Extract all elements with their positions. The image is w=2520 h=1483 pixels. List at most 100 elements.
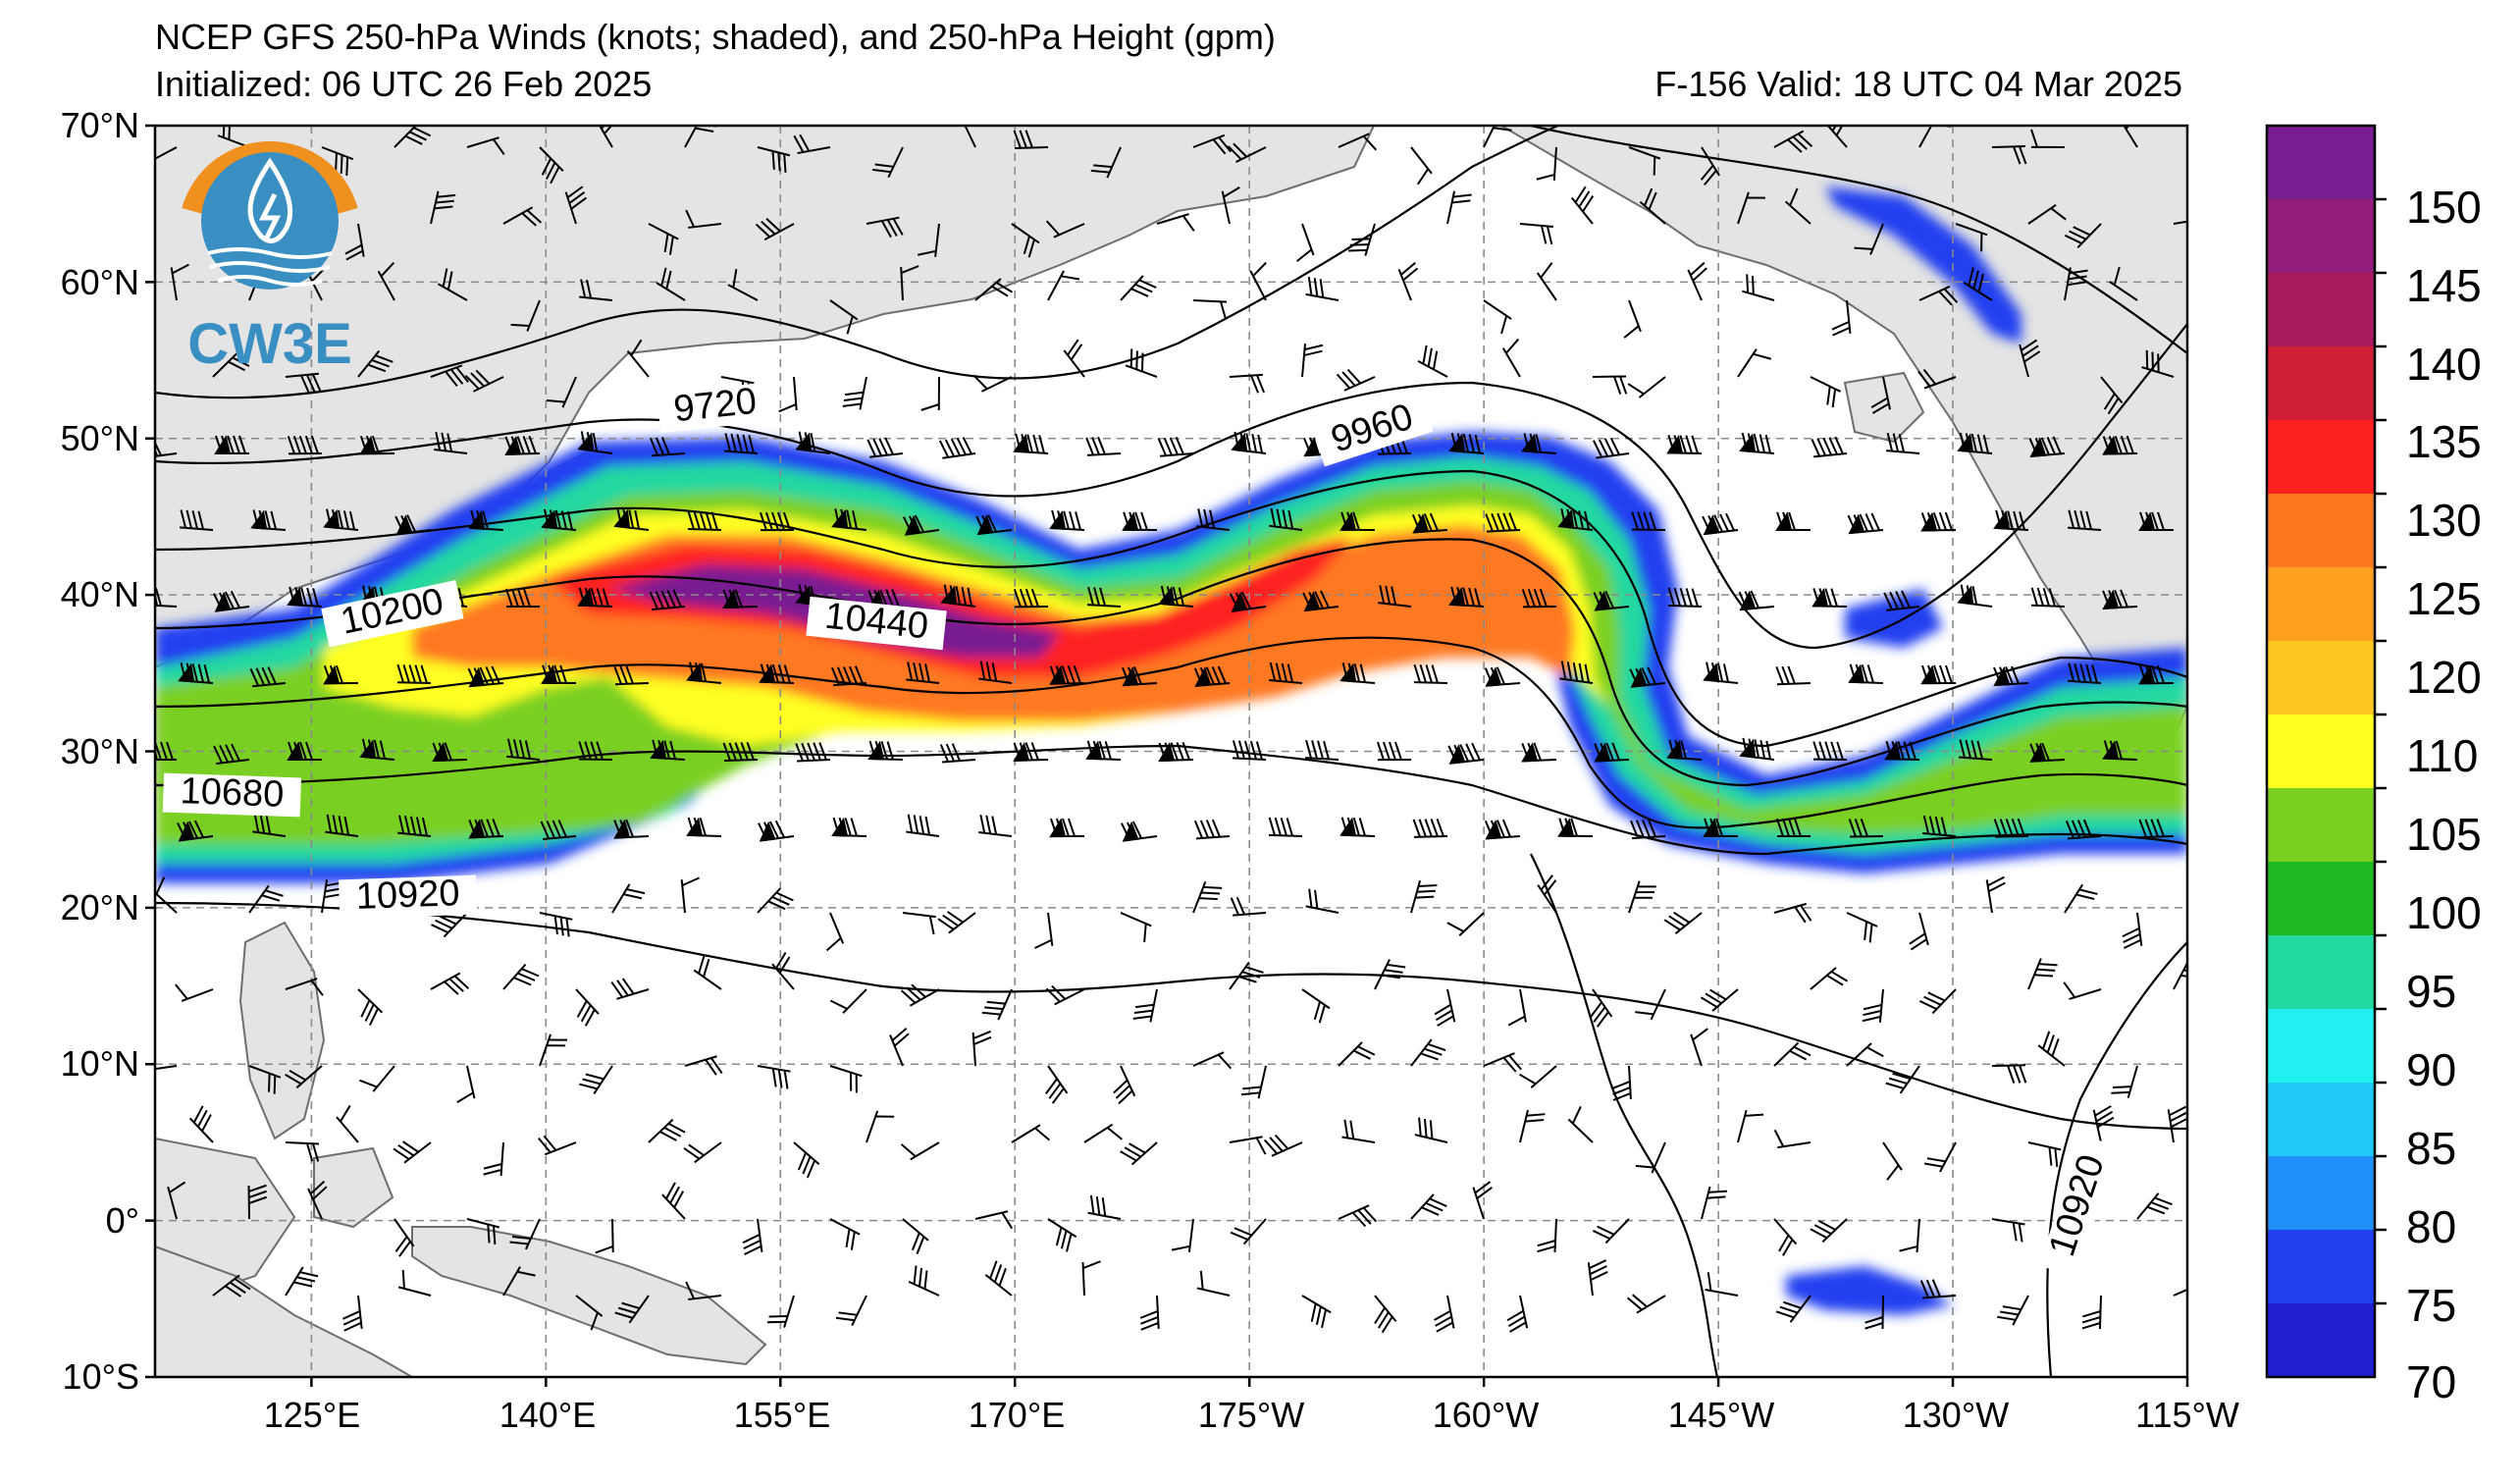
barb-feather <box>1854 819 1863 837</box>
wind-barb <box>212 352 250 378</box>
barb-feather <box>557 820 567 838</box>
wind-barb <box>541 508 577 531</box>
barb-feather <box>913 1265 918 1285</box>
barb-feather <box>1349 243 1369 246</box>
barb-feather <box>1485 513 1494 532</box>
wind-barb <box>1536 146 1557 181</box>
wind-barb <box>795 431 831 454</box>
barb-feather <box>1578 662 1585 682</box>
barb-feather <box>1305 739 1313 759</box>
lon-ticks <box>310 1377 2189 1387</box>
wind-barb <box>155 146 178 164</box>
barb-feather <box>950 438 962 456</box>
barb-feather <box>524 740 532 760</box>
barb-feather <box>229 1281 246 1295</box>
barb-feather <box>415 817 423 836</box>
barb-feather <box>1810 1228 1828 1240</box>
barb-feather <box>404 134 423 145</box>
barb-feather <box>1431 664 1439 684</box>
barb-feather <box>1859 513 1868 532</box>
wind-barb <box>287 741 323 762</box>
barb-feather <box>248 1195 268 1204</box>
barb-feather <box>493 1225 497 1245</box>
barb-feather <box>1613 376 1622 395</box>
barb-staff <box>684 126 703 148</box>
wind-barb <box>1557 818 1594 837</box>
wind-barb <box>546 376 577 408</box>
barb-feather <box>852 510 859 530</box>
barb-feather <box>1282 509 1288 529</box>
barb-feather <box>2081 1316 2101 1324</box>
barb-feather <box>687 510 695 530</box>
barb-feather <box>1506 1309 1524 1322</box>
barb-feather <box>586 279 593 298</box>
wind-barb <box>2102 589 2138 609</box>
barb-feather <box>293 741 301 761</box>
barb-feather <box>1891 741 1899 760</box>
wind-barb <box>1413 663 1448 684</box>
wind-barb <box>468 509 504 531</box>
wind-barb <box>155 1051 178 1072</box>
barb-feather <box>1765 740 1772 760</box>
barb-feather <box>1864 921 1868 940</box>
barb-feather <box>1938 291 1953 306</box>
barb-feather <box>1336 373 1351 390</box>
barb-feather <box>1787 665 1796 684</box>
barb-feather <box>1313 1001 1322 1021</box>
barb-feather <box>1252 261 1267 277</box>
wind-barb <box>978 814 1013 837</box>
wind-barb <box>1593 590 1630 611</box>
barb-feather <box>400 514 411 533</box>
barb-feather <box>1566 508 1573 528</box>
barb-feather <box>1546 226 1553 245</box>
barb-feather <box>445 370 458 387</box>
barb-feather <box>944 439 956 457</box>
barb-feather <box>1024 588 1033 608</box>
barb-feather <box>1692 267 1707 282</box>
barb-feather <box>1383 741 1391 761</box>
wind-barb <box>1221 186 1240 225</box>
barb-feather <box>1824 741 1832 761</box>
barb-feather <box>775 891 794 902</box>
barb-feather <box>329 664 338 684</box>
barb-feather <box>1644 187 1654 206</box>
barb-feather <box>1889 591 1900 609</box>
barb-feather <box>1976 740 1983 760</box>
wind-barb <box>2141 349 2175 378</box>
barb-feather <box>2054 1147 2059 1168</box>
barb-feather <box>193 820 204 838</box>
barb-feather <box>2048 1146 2053 1166</box>
barb-feather <box>1965 433 1972 452</box>
barb-feather <box>1310 1302 1317 1322</box>
colorbar-label: 100 <box>2406 887 2482 938</box>
barb-feather <box>1450 586 1458 606</box>
barb-feather <box>2108 436 2117 454</box>
barb-feather <box>1275 662 1283 682</box>
barb-feather <box>1709 988 1727 1001</box>
barb-feather <box>1789 1049 1808 1061</box>
barb-feather <box>1106 1127 1123 1140</box>
lat-label: 10°S <box>63 1356 139 1397</box>
barb-feather <box>902 516 914 535</box>
barb-feather <box>1163 437 1173 456</box>
barb-feather <box>373 739 381 759</box>
barb-feather <box>630 339 643 356</box>
wind-barb <box>649 437 686 457</box>
barb-feather <box>2068 275 2087 281</box>
barb-feather <box>842 402 862 407</box>
wind-barb <box>359 1065 395 1092</box>
barb-feather <box>1722 663 1730 683</box>
barb-feather <box>813 742 821 761</box>
barb-feather <box>1863 1009 1882 1017</box>
barb-feather <box>886 741 894 760</box>
barb-feather <box>1101 1197 1107 1217</box>
barb-feather <box>1343 1119 1349 1139</box>
lat-axis: 70°N 60°N 50°N 40°N 30°N 20°N 10°N 0° 10… <box>61 105 139 1397</box>
barb-feather <box>1362 135 1378 151</box>
barb-feather <box>1217 1053 1233 1070</box>
barb-feather <box>446 271 453 291</box>
barb-feather <box>1133 1009 1153 1014</box>
barb-feather <box>342 510 350 530</box>
barb-feather <box>1317 740 1324 760</box>
barb-feather <box>270 510 277 530</box>
